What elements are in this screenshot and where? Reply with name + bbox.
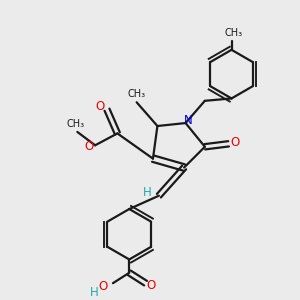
Text: N: N: [184, 114, 193, 127]
Text: O: O: [147, 279, 156, 292]
Text: O: O: [84, 140, 93, 153]
Text: H: H: [90, 286, 99, 299]
Text: CH₃: CH₃: [67, 118, 85, 129]
Text: CH₃: CH₃: [225, 28, 243, 38]
Text: O: O: [98, 280, 107, 292]
Text: CH₃: CH₃: [128, 89, 146, 99]
Text: H: H: [143, 186, 152, 199]
Text: O: O: [96, 100, 105, 113]
Text: O: O: [230, 136, 239, 149]
